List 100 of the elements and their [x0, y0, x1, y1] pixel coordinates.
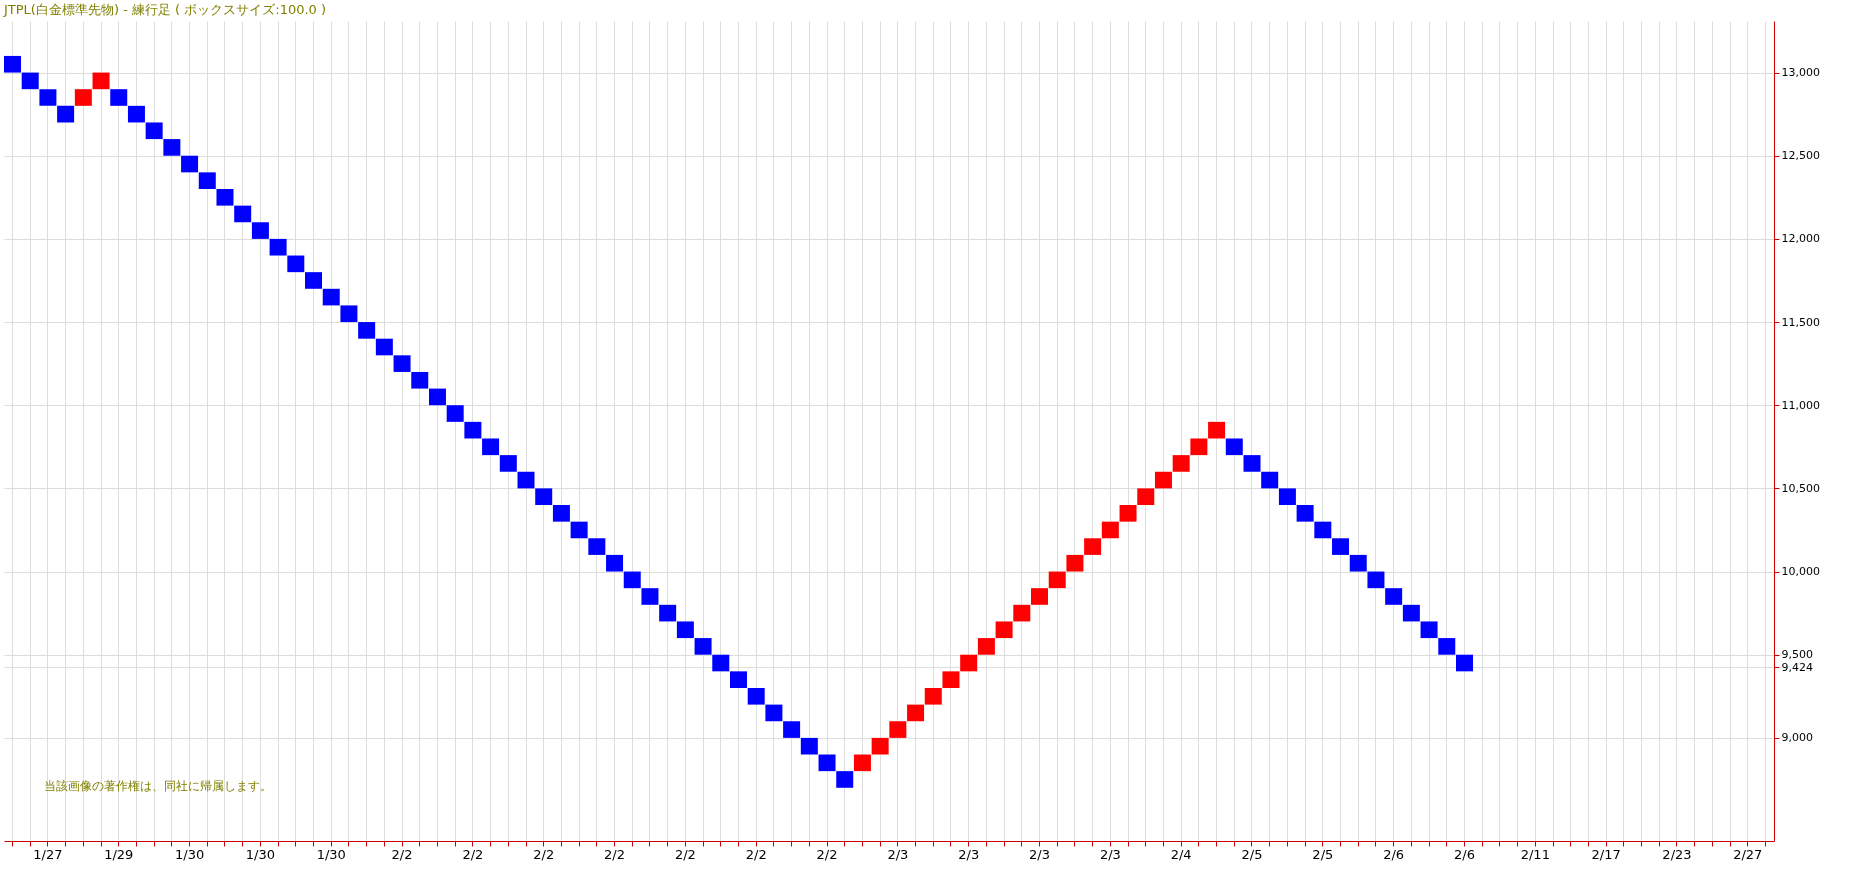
y-tick-label: 12,000: [1781, 232, 1820, 246]
bar: [1190, 438, 1208, 456]
bar: [1438, 638, 1456, 655]
x-tick-label: 2/2: [745, 846, 767, 862]
x-tick-label: 2/17: [1591, 846, 1621, 862]
x-tick-label: 2/6: [1383, 846, 1405, 862]
bar: [269, 238, 287, 256]
bar: [163, 139, 181, 156]
y-tick-label: 9,000: [1781, 731, 1813, 745]
y-tick-label: 10,000: [1781, 565, 1820, 579]
bar: [871, 737, 889, 755]
bar: [1084, 538, 1102, 555]
bar: [1420, 621, 1438, 639]
bar: [800, 737, 818, 755]
bar: [907, 704, 925, 722]
bar: [853, 754, 871, 772]
bar: [1066, 554, 1084, 572]
bar: [216, 188, 234, 206]
bar: [729, 671, 747, 688]
bar: [1314, 521, 1332, 539]
bar: [482, 438, 500, 456]
bar: [411, 371, 429, 389]
bar: [694, 638, 712, 655]
bar: [1013, 604, 1031, 622]
bar: [1048, 571, 1066, 589]
x-tick-label: 2/2: [462, 846, 484, 862]
bar: [234, 205, 252, 223]
y-tick-label: 11,500: [1781, 315, 1820, 329]
x-tick-label: 2/2: [533, 846, 555, 862]
bar: [712, 654, 730, 672]
bar: [57, 105, 75, 123]
bar: [1225, 438, 1243, 456]
y-tick-label: 10,500: [1781, 481, 1820, 495]
bar: [517, 471, 535, 489]
y-tick-label: 11,000: [1781, 398, 1820, 412]
bar: [39, 89, 57, 106]
bar: [251, 222, 269, 239]
bar: [1349, 554, 1367, 572]
bar: [783, 721, 801, 738]
bar: [428, 388, 446, 406]
bar: [1137, 488, 1155, 506]
bar: [641, 588, 659, 605]
bar: [1261, 471, 1279, 489]
bar: [358, 322, 376, 339]
bar: [92, 72, 110, 90]
bar: [606, 554, 624, 572]
x-tick-label: 2/6: [1454, 846, 1475, 862]
x-tick-label: 1/29: [104, 846, 134, 862]
x-tick-label: 2/2: [674, 846, 696, 862]
y-tick-label: 13,000: [1781, 66, 1820, 80]
bar: [765, 704, 783, 722]
bar: [588, 538, 606, 555]
bar: [393, 355, 411, 372]
bar: [1455, 654, 1473, 672]
bar: [1031, 588, 1049, 605]
bar: [1296, 505, 1314, 522]
x-tick-label: 2/2: [391, 846, 413, 862]
x-tick-label: 1/27: [33, 846, 63, 862]
bar: [1172, 455, 1190, 472]
x-tick-label: 2/2: [604, 846, 625, 862]
bar: [960, 654, 978, 672]
bar: [676, 621, 694, 639]
bar: [1119, 505, 1137, 522]
x-tick-label: 2/5: [1241, 846, 1263, 862]
bar: [552, 505, 570, 522]
bar: [535, 488, 553, 506]
bar: [1208, 421, 1226, 439]
x-tick-label: 2/27: [1733, 846, 1763, 862]
x-tick-label: 2/5: [1312, 846, 1334, 862]
y-tick-label: 9,500: [1781, 648, 1813, 662]
bar: [446, 405, 464, 422]
bar: [21, 72, 39, 90]
bar: [322, 288, 340, 306]
bar: [1101, 521, 1119, 539]
bar: [4, 55, 21, 73]
x-tick-label: 1/30: [316, 846, 346, 862]
x-tick-label: 2/3: [1029, 846, 1050, 862]
x-tick-label: 1/30: [245, 846, 275, 862]
x-tick-label: 2/3: [887, 846, 909, 862]
x-tick-label: 2/3: [1099, 846, 1121, 862]
y-tick-label: 9,424: [1781, 660, 1813, 674]
bar: [747, 687, 765, 705]
bar: [570, 521, 588, 539]
bar: [1402, 604, 1420, 622]
bar: [623, 571, 641, 589]
bar: [818, 754, 836, 772]
annotation: 当該画像の著作権は、同社に帰属します。: [44, 779, 272, 793]
bar: [1154, 471, 1172, 489]
bar: [145, 122, 163, 140]
bar: [110, 89, 128, 106]
bar: [659, 604, 677, 622]
bar: [305, 272, 323, 289]
bar: [924, 687, 942, 705]
bar: [1385, 588, 1403, 605]
bar: [287, 255, 305, 273]
bar: [977, 638, 995, 655]
x-tick-label: 1/30: [174, 846, 205, 862]
chart-title: JTPL(白金標準先物) - 練行足 ( ボックスサイズ:100.0 ): [3, 2, 327, 17]
x-tick-label: 2/2: [816, 846, 838, 862]
bar: [340, 305, 358, 323]
